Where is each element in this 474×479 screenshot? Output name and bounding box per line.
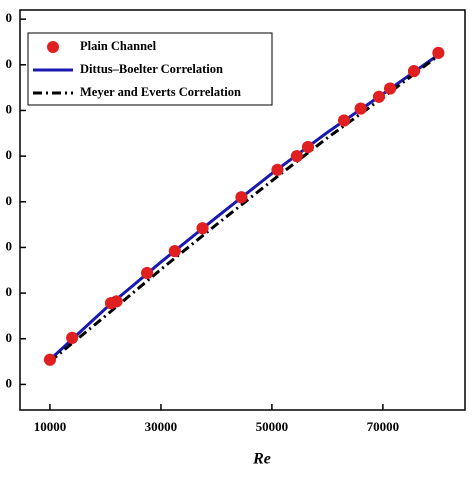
- data-point: [168, 245, 181, 258]
- y-tick-label: 0: [6, 10, 13, 25]
- data-point: [110, 295, 123, 308]
- legend-marker: [47, 41, 59, 53]
- data-point: [354, 102, 367, 115]
- y-tick-label: 0: [6, 193, 13, 208]
- data-point: [66, 331, 79, 344]
- legend-label: Plain Channel: [80, 39, 157, 53]
- data-point: [432, 46, 445, 59]
- data-point: [43, 353, 56, 366]
- x-tick-label: 70000: [367, 419, 400, 434]
- data-point: [407, 65, 420, 78]
- data-point: [301, 140, 314, 153]
- correlation-line: [49, 54, 440, 363]
- data-point: [372, 90, 385, 103]
- x-tick-label: 30000: [145, 419, 178, 434]
- data-point: [235, 191, 248, 204]
- y-tick-label: 0: [6, 284, 13, 299]
- data-point: [338, 114, 351, 127]
- x-tick-label: 50000: [256, 419, 289, 434]
- data-point: [384, 82, 397, 95]
- y-tick-label: 0: [6, 238, 13, 253]
- y-tick-label: 0: [6, 375, 13, 390]
- data-point: [141, 267, 154, 280]
- y-tick-label: 0: [6, 147, 13, 162]
- data-point: [290, 150, 303, 163]
- x-axis-label: Re: [252, 451, 271, 468]
- x-tick-label: 10000: [34, 419, 67, 434]
- data-point: [271, 163, 284, 176]
- legend-label: Dittus–Boelter Correlation: [80, 62, 223, 76]
- legend-label: Meyer and Everts Correlation: [80, 85, 241, 99]
- y-tick-label: 0: [6, 56, 13, 71]
- plot-frame: [19, 9, 466, 411]
- y-tick-label: 0: [6, 101, 13, 116]
- y-tick-label: 0: [6, 330, 13, 345]
- data-point: [196, 222, 209, 235]
